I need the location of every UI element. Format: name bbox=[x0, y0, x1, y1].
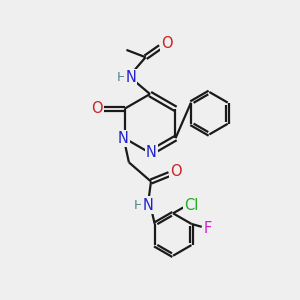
Text: Cl: Cl bbox=[184, 198, 199, 213]
Text: N: N bbox=[146, 146, 157, 160]
Text: F: F bbox=[203, 221, 212, 236]
Text: H: H bbox=[134, 199, 144, 212]
Text: O: O bbox=[91, 101, 103, 116]
Text: H: H bbox=[116, 71, 126, 84]
Text: O: O bbox=[170, 164, 182, 179]
Text: N: N bbox=[125, 70, 136, 85]
Text: N: N bbox=[118, 131, 128, 146]
Text: O: O bbox=[161, 37, 172, 52]
Text: N: N bbox=[142, 198, 154, 213]
